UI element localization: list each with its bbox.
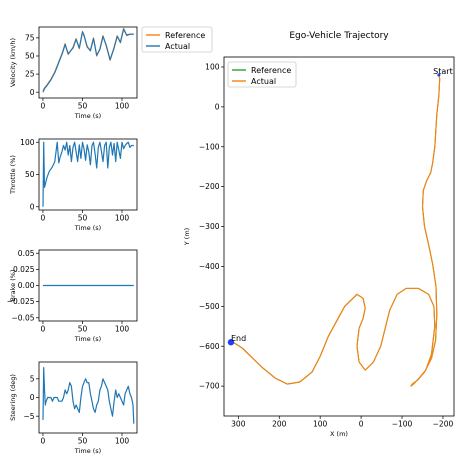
x-tick-label: 100 — [313, 420, 328, 429]
x-tick-label: 50 — [78, 102, 88, 111]
y-tick-label: 0.00 — [18, 281, 35, 290]
y-tick-label: 50 — [25, 170, 35, 179]
legend-label: Actual — [251, 77, 276, 86]
series-group — [42, 367, 135, 424]
x-axis-label: Time (s) — [74, 112, 101, 120]
annotation-end: End — [231, 334, 246, 343]
y-tick-label: −700 — [199, 382, 220, 391]
y-tick-label: 0.05 — [18, 249, 35, 258]
y-axis-label: Y (m) — [183, 228, 191, 246]
chart-panel-5: 300 200 100 0 −100 −200 100 0 −100 −200 −300 −400 −5… — [183, 31, 455, 438]
y-tick-label: −200 — [199, 182, 220, 191]
y-tick-label: 0 — [30, 202, 35, 211]
x-tick-label: 0 — [41, 437, 46, 446]
annotation-start: Start — [433, 67, 453, 76]
series-line-reference — [42, 27, 134, 92]
x-tick-label: 50 — [78, 437, 88, 446]
y-axis-label: Throttle (%) — [9, 155, 17, 195]
y-tick-label: 25 — [25, 70, 35, 79]
x-tick-label: −200 — [433, 420, 454, 429]
legend-label: Actual — [165, 42, 190, 51]
y-tick-label: 0 — [30, 393, 35, 402]
x-tick-label: 0 — [359, 420, 364, 429]
y-tick-label: 5 — [30, 374, 35, 383]
y-tick-label: −300 — [199, 222, 220, 231]
x-tick-label: 300 — [231, 420, 246, 429]
series-line-reference — [230, 74, 441, 387]
x-tick-label: 0 — [41, 325, 46, 334]
chart-panel-3: 0 50 100 −0.05 −0.025 0.00 0.025 0.05 Time (s) Br… — [7, 249, 138, 343]
x-tick-label: 50 — [78, 214, 88, 223]
x-axis-label: Time (s) — [74, 447, 101, 455]
series-group — [230, 74, 441, 387]
y-tick-label: −500 — [199, 302, 220, 311]
x-axis-label: Time (s) — [74, 335, 101, 343]
x-tick-label: 200 — [272, 420, 287, 429]
series-group — [42, 27, 134, 93]
x-tick-label: 0 — [41, 214, 46, 223]
y-tick-label: −0.05 — [12, 313, 35, 322]
end-marker — [227, 339, 235, 346]
series-line-actual — [42, 28, 134, 93]
y-tick-label: −5 — [23, 412, 34, 421]
y-tick-label: −100 — [199, 142, 220, 151]
x-axis-label: X (m) — [330, 430, 348, 438]
chart-panel-4: 0 50 100 −5 0 5 Time (s) Steering (deg) — [9, 361, 138, 455]
series-group — [42, 141, 134, 207]
y-tick-label: 50 — [25, 52, 35, 61]
y-axis-label: Velocity (km/h) — [9, 38, 17, 87]
legend-label: Reference — [251, 66, 291, 75]
y-tick-label: 0 — [215, 102, 220, 111]
y-axis-label: Steering (deg) — [9, 374, 17, 421]
x-tick-label: −100 — [392, 420, 413, 429]
x-tick-label: 100 — [115, 437, 130, 446]
x-tick-label: 100 — [115, 325, 130, 334]
axes-frame — [38, 26, 138, 99]
legend-label: Reference — [165, 31, 205, 40]
legend: Reference Actual — [141, 26, 213, 53]
y-tick-label: −600 — [199, 342, 220, 351]
x-tick-label: 100 — [115, 214, 130, 223]
chart-panel-1: 0 50 100 0 25 50 75 Time (s) Velocity (km/h) Refe… — [9, 26, 213, 120]
x-tick-label: 100 — [115, 102, 130, 111]
chart-title: Ego-Vehicle Trajectory — [289, 31, 389, 41]
chart-panel-2: 0 50 100 0 50 100 Time (s) Throttle (%) — [9, 138, 138, 232]
axes-frame — [223, 56, 455, 417]
y-tick-label: 0 — [30, 88, 35, 97]
y-tick-label: 100 — [20, 138, 35, 147]
y-tick-label: −0.025 — [7, 297, 35, 306]
y-tick-label: −400 — [199, 262, 220, 271]
y-axis-label: Brake (%) — [9, 270, 17, 302]
y-tick-label: 75 — [25, 33, 35, 42]
y-tick-label: 0.025 — [13, 265, 35, 274]
start-marker — [437, 73, 441, 77]
x-tick-label: 0 — [41, 102, 46, 111]
y-tick-label: 100 — [205, 63, 220, 72]
x-tick-label: 50 — [78, 325, 88, 334]
x-axis-label: Time (s) — [74, 224, 101, 232]
series-line-1 — [42, 141, 134, 207]
series-line-actual — [230, 74, 441, 387]
series-line-1 — [42, 367, 135, 424]
legend: Reference Actual — [227, 61, 297, 88]
